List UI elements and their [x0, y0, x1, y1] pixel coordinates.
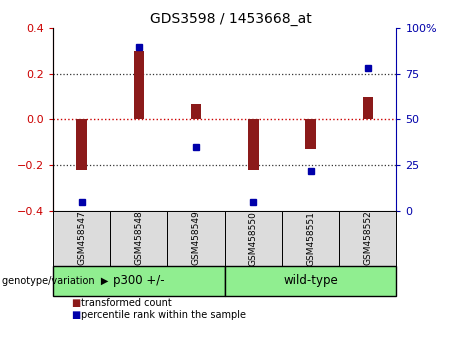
- Text: transformed count: transformed count: [81, 298, 171, 308]
- Text: genotype/variation  ▶: genotype/variation ▶: [2, 275, 109, 286]
- Text: ■: ■: [71, 310, 81, 320]
- Text: ■: ■: [71, 298, 81, 308]
- Text: GSM458550: GSM458550: [249, 211, 258, 266]
- Text: wild-type: wild-type: [283, 274, 338, 287]
- Text: GSM458551: GSM458551: [306, 211, 315, 266]
- Bar: [306, 120, 316, 149]
- Text: percentile rank within the sample: percentile rank within the sample: [81, 310, 246, 320]
- Bar: [248, 120, 259, 170]
- Text: GSM458549: GSM458549: [192, 211, 201, 266]
- Text: GSM458547: GSM458547: [77, 211, 86, 266]
- Text: GDS3598 / 1453668_at: GDS3598 / 1453668_at: [150, 12, 311, 27]
- Bar: [134, 51, 144, 120]
- Text: p300 +/-: p300 +/-: [113, 274, 165, 287]
- Bar: [77, 120, 87, 170]
- Bar: [363, 97, 373, 120]
- Bar: [191, 103, 201, 120]
- Text: GSM458552: GSM458552: [363, 211, 372, 266]
- Text: GSM458548: GSM458548: [134, 211, 143, 266]
